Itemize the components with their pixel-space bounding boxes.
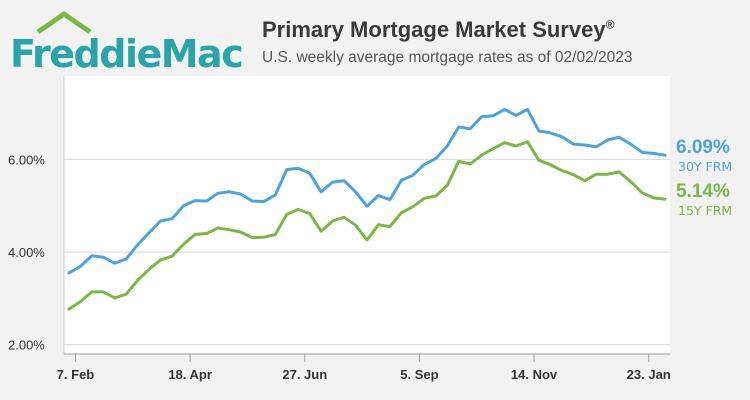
series-end-value-15y-frm: 5.14% [676,181,730,202]
logo-text: FreddieMac [10,32,244,76]
x-tick-label: 27. Jun [282,367,327,382]
x-tick-label: 5. Sep [400,367,438,382]
series-line-15y-frm [67,140,667,311]
series-end-value-30y-frm: 6.09% [676,137,730,158]
chart-title: Primary Mortgage Market Survey® [262,17,614,43]
y-tick-label: 4.00% [8,245,45,260]
y-tick-label: 6.00% [8,152,45,167]
series-line-30y-frm [67,107,667,275]
chart-subtitle: U.S. weekly average mortgage rates as of… [262,49,633,66]
series-name-30y-frm: 30Y FRM [678,159,732,174]
x-tick-label: 23. Jan [627,367,671,382]
freddie-mac-logo: FreddieMac [10,10,244,76]
title-text: Primary Mortgage Market Survey [262,17,606,42]
plot-area [64,76,670,354]
x-tick-label: 18. Apr [168,367,212,382]
x-tick-label: 14. Nov [511,367,558,382]
series-name-15y-frm: 15Y FRM [678,203,732,218]
y-tick-label: 2.00% [8,338,45,353]
registered-mark: ® [605,17,615,32]
x-tick-label: 7. Feb [57,367,95,382]
house-roof-icon [36,10,92,35]
